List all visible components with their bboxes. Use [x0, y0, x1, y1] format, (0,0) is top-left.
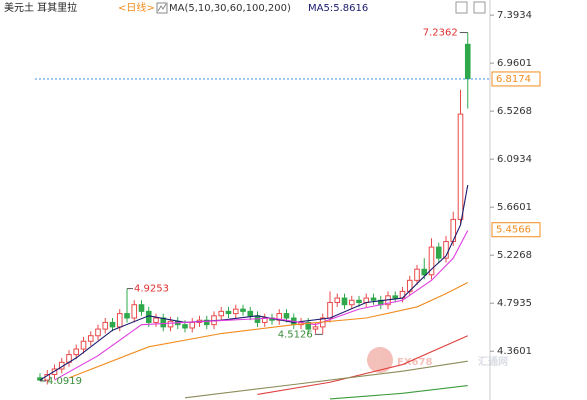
candle-body — [283, 313, 290, 319]
ma-line — [257, 335, 468, 396]
price-marker-label: 6.8174 — [496, 74, 531, 85]
chart-title: 美元土 耳其里拉 — [4, 1, 77, 14]
tool-icon[interactable] — [473, 1, 486, 14]
annotation: 4.0919 — [47, 376, 82, 387]
candle-body — [392, 295, 399, 299]
candle-body — [348, 299, 355, 306]
candle-body — [138, 304, 145, 312]
candle-body — [109, 321, 116, 328]
candle-body — [182, 324, 188, 329]
y-tick-label: 6.9601 — [497, 58, 532, 69]
candle-body — [102, 321, 109, 330]
candle-body — [95, 328, 101, 337]
candle-body — [464, 43, 471, 80]
candle-body — [153, 317, 159, 323]
candle-body — [218, 310, 225, 317]
annotation: 4.5126 — [278, 329, 313, 340]
ma-line — [68, 282, 468, 379]
candle-body — [73, 348, 80, 356]
toolbar — [455, 1, 486, 14]
watermark-logo — [367, 347, 393, 373]
candle-body — [167, 320, 174, 328]
y-tick-label: 6.0934 — [497, 154, 532, 165]
ma-line — [184, 360, 468, 399]
candle-body — [189, 321, 196, 329]
candle-body — [370, 297, 377, 301]
ma-line — [39, 184, 469, 381]
watermark: FX678 汇通网 — [367, 347, 508, 373]
candle-body — [428, 246, 435, 276]
y-tick-label: 6.5268 — [497, 106, 532, 117]
annotation: 7.2362 — [423, 28, 458, 39]
ma-line — [329, 385, 468, 400]
period-label[interactable]: <日线> — [118, 1, 155, 14]
candle-body — [203, 319, 210, 326]
candle-body — [356, 299, 362, 303]
ma-icon-line — [157, 3, 167, 12]
candle-body — [131, 304, 138, 319]
ma-line — [54, 230, 469, 381]
annotation: 4.9253 — [134, 284, 169, 295]
candle-body — [341, 297, 348, 306]
candle-body — [457, 113, 464, 220]
candle-body — [116, 313, 123, 328]
y-tick-label: 5.2268 — [497, 250, 532, 261]
watermark-text: FX678 — [397, 357, 432, 368]
y-tick-label: 5.6601 — [497, 202, 532, 213]
y-tick-label: 4.3601 — [497, 346, 532, 357]
price-marker-box — [491, 71, 541, 87]
ma-label: MA(5,10,30,60,100,200) — [169, 3, 291, 14]
ma-icon[interactable] — [156, 2, 168, 14]
candle-body — [305, 321, 312, 330]
candle-body — [327, 301, 333, 319]
candle-body — [312, 326, 319, 330]
ma5-label: MA5:5.8616 — [308, 3, 368, 14]
candle-body — [124, 313, 130, 319]
candle-body — [247, 310, 254, 317]
candle-body — [421, 268, 428, 276]
watermark-text: 汇通网 — [478, 355, 508, 368]
candle-body — [240, 308, 246, 312]
candle-body — [334, 297, 341, 303]
candle-body — [414, 268, 420, 281]
candle-body — [435, 246, 442, 259]
candle-body — [160, 317, 167, 328]
y-tick-label: 7.3934 — [497, 10, 532, 21]
candle-body — [87, 335, 94, 342]
candle-body — [80, 340, 87, 350]
tool-icon[interactable] — [455, 1, 468, 14]
price-marker-label: 5.4566 — [496, 225, 531, 236]
y-tick-label: 4.7935 — [497, 298, 532, 309]
candle-body — [225, 310, 232, 315]
candle-body — [232, 308, 239, 315]
price-marker-box — [491, 222, 541, 238]
